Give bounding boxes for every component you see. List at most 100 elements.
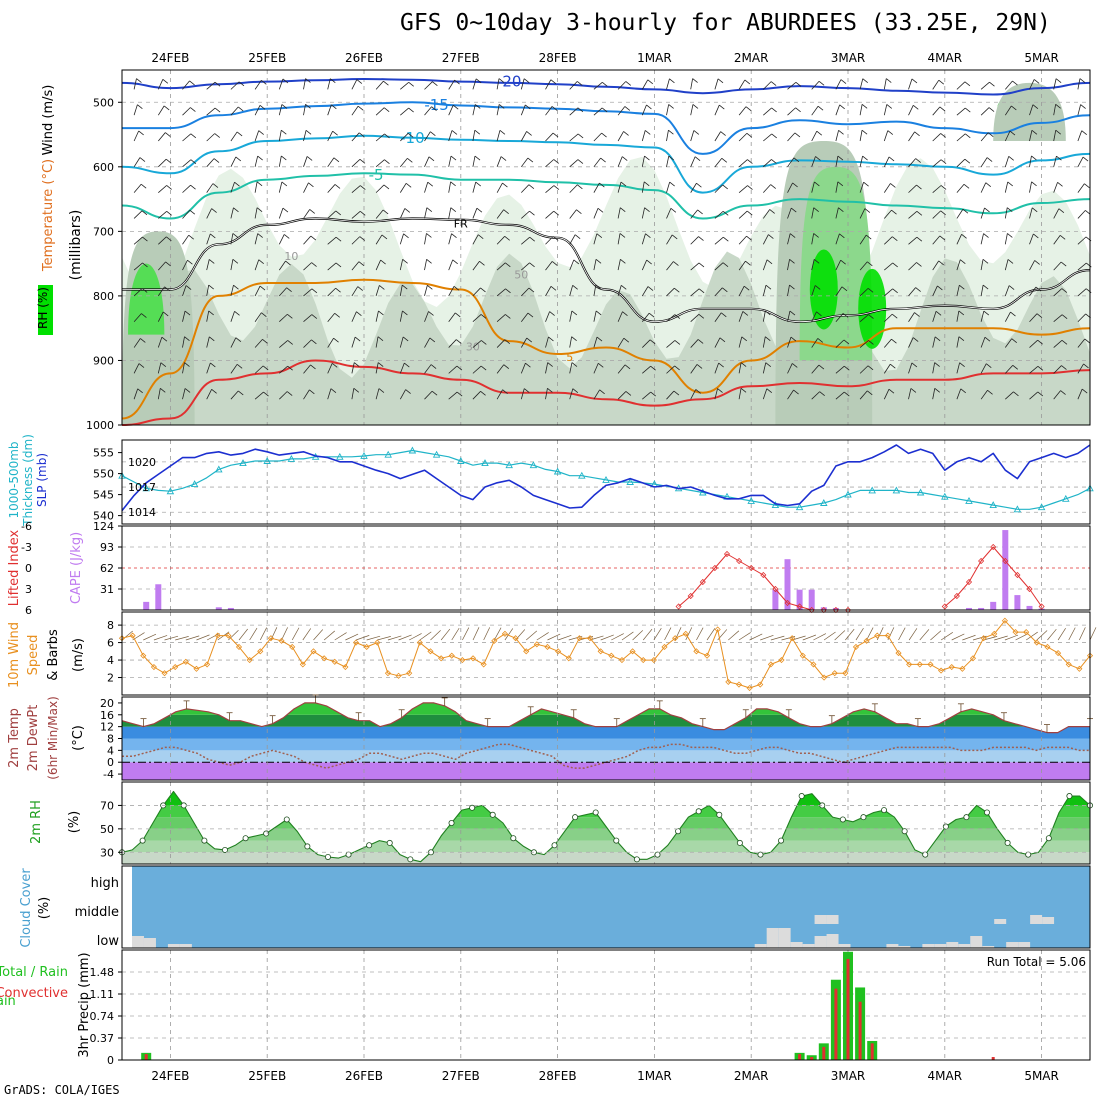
wind-barb-flag — [891, 338, 897, 344]
wind-speed-point — [544, 643, 551, 651]
wind-barb — [279, 287, 287, 297]
temp-band — [122, 726, 1090, 739]
wind-barb — [884, 236, 893, 245]
wind-barb — [859, 104, 863, 116]
wind-barb — [472, 181, 477, 193]
wind-barb — [738, 235, 747, 245]
wind-barb-flag — [480, 365, 487, 371]
wind-barb — [762, 259, 768, 271]
wind-barb-flag — [427, 284, 433, 290]
surface-wind-barb — [345, 633, 359, 641]
wind-barb — [448, 130, 453, 142]
wind-barb — [230, 337, 237, 348]
date-label-top: 2MAR — [734, 51, 769, 65]
wind-barb-flag — [698, 262, 705, 268]
wind-barb — [738, 132, 748, 142]
wind-speed-point — [969, 655, 977, 662]
thickness-point — [432, 450, 441, 458]
wind-barb-flag — [357, 105, 364, 111]
wind-barb-flag — [673, 261, 679, 266]
wind-barb-flag — [476, 207, 483, 213]
wind-barb — [883, 363, 891, 374]
lifted-index-point — [965, 578, 973, 586]
wind-speed-point — [267, 635, 274, 642]
thickness-line — [121, 449, 1091, 510]
wind-barb — [206, 233, 211, 245]
wind-barb — [375, 336, 379, 348]
wind-barb-flag — [475, 181, 481, 187]
wind-barb-flag — [1082, 156, 1089, 162]
wind-barb — [932, 79, 940, 90]
wind-barb-flag — [789, 233, 796, 238]
wind-speed-point — [523, 648, 530, 655]
wind-barb-flag — [137, 388, 143, 394]
rh2m-frame — [121, 781, 1091, 865]
wind-barb-flag — [573, 259, 580, 265]
wind-barb — [1077, 156, 1084, 168]
wind-barb-flag — [624, 364, 631, 370]
wind-barb-flag — [1061, 340, 1068, 345]
wind-barb-flag — [817, 105, 824, 111]
wind-barb-flag — [474, 129, 481, 135]
cape-bar — [155, 584, 162, 610]
wind-barb — [641, 155, 645, 167]
wind-barb-flag — [358, 132, 365, 138]
wind-barb-flag — [356, 311, 362, 317]
wind-barb — [1029, 130, 1033, 142]
wind-barb — [230, 390, 239, 400]
wind-barb-flag — [208, 284, 214, 290]
wind-barb — [714, 362, 720, 374]
surface-wind-barb — [206, 633, 220, 641]
wind-barb — [569, 336, 573, 348]
surface-wind-barb — [387, 635, 402, 641]
wind-barb — [133, 288, 143, 297]
wind-barb-flag — [861, 129, 868, 135]
rh2m-point — [448, 820, 455, 827]
wind-barb — [617, 311, 623, 322]
wind-barb — [157, 79, 164, 90]
surface-wind-barb — [813, 633, 827, 641]
temp2m-tick-label: -4 — [103, 768, 114, 781]
rh2m-point — [963, 814, 970, 821]
wind-barb — [182, 80, 190, 90]
wind-barb-flag — [598, 362, 604, 368]
wind-barb-flag — [383, 107, 390, 113]
wind-barb-flag — [306, 156, 313, 161]
wind-barb — [424, 390, 433, 400]
wind-speed-point — [1065, 661, 1072, 668]
surface-wind-barb — [504, 628, 514, 641]
date-label-top: 27FEB — [442, 51, 480, 65]
wind-barb-flag — [958, 336, 965, 342]
wind-barb — [545, 210, 555, 219]
convective-bar — [144, 1054, 148, 1060]
wind-barb — [738, 159, 748, 168]
wind-speed-point — [608, 652, 615, 659]
wind-barb — [811, 285, 816, 297]
convective-bar — [798, 1054, 802, 1060]
rh2m-point — [757, 851, 764, 858]
wind-barb-flag — [480, 390, 486, 396]
wind10m-unit-label: (m/s) — [71, 638, 86, 672]
wind-barb-flag — [380, 259, 386, 265]
thickness-point — [408, 446, 417, 454]
lifted-index-point — [1014, 571, 1021, 579]
wind-barb-flag — [984, 207, 990, 213]
wind-barb — [399, 310, 403, 322]
cloud-frame — [121, 865, 1091, 949]
wind-barb-flag — [865, 234, 872, 240]
wind-barb-flag — [886, 104, 893, 109]
wind-barb — [593, 389, 600, 400]
wind-barb — [738, 185, 748, 193]
wind-barb — [932, 185, 942, 193]
precip-tick-label: 0.37 — [90, 1032, 115, 1045]
wind-speed-point — [672, 635, 679, 642]
rh2m-point — [386, 839, 393, 846]
contour-label: -10 — [400, 129, 425, 147]
wind-barb-flag — [744, 79, 751, 85]
wind-barb-flag — [597, 207, 604, 213]
cape-bar — [820, 607, 827, 610]
wind-barb — [424, 207, 428, 219]
surface-wind-barb — [696, 627, 704, 641]
wind-barb-flag — [502, 182, 508, 188]
wind-barb — [279, 313, 288, 323]
